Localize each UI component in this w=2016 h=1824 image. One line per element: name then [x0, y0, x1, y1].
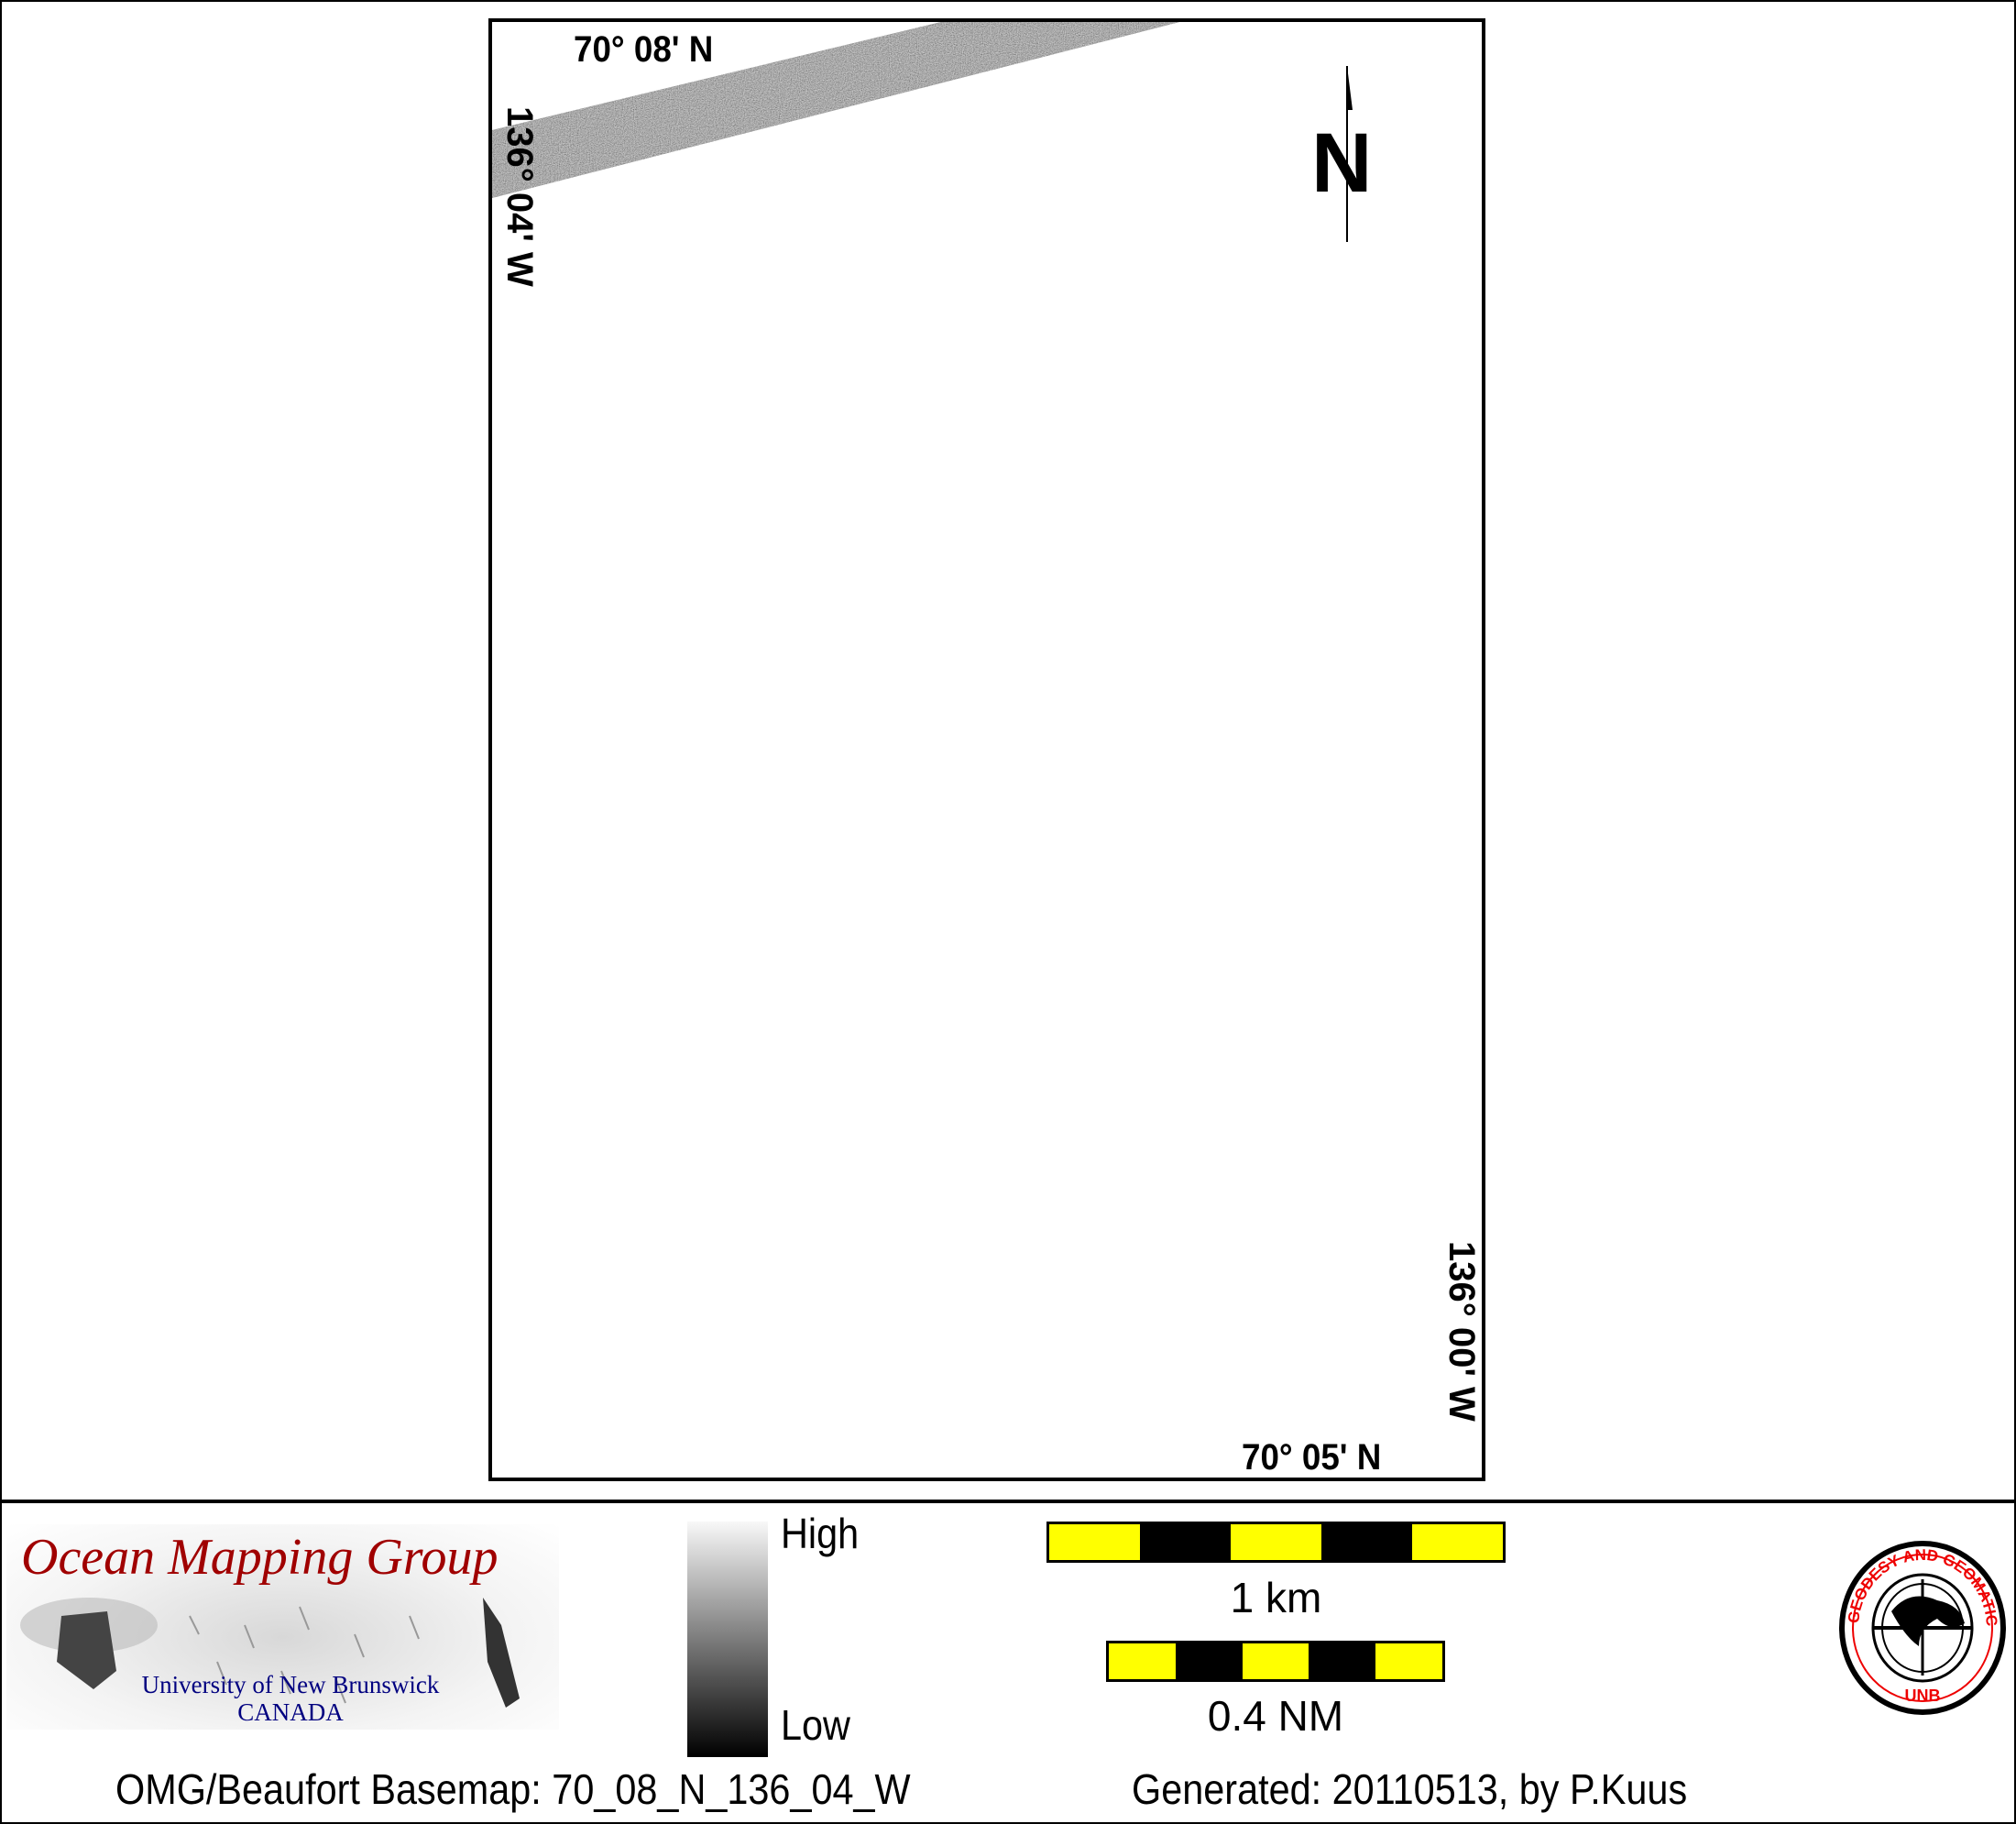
- scale-km-label: 1 km: [1230, 1574, 1322, 1621]
- omg-title: Ocean Mapping Group: [21, 1529, 499, 1586]
- lon-label-left: 136° 04' W: [499, 106, 540, 287]
- north-label: N: [1311, 116, 1373, 210]
- scale-bar-km: [1046, 1522, 1506, 1563]
- colorbar-low-label: Low: [781, 1701, 850, 1749]
- scale-nm-label: 0.4 NM: [1207, 1692, 1344, 1740]
- omg-logo-image: [20, 1598, 520, 1708]
- omg-university: University of New Brunswick CANADA: [6, 1671, 575, 1726]
- north-arrow: N: [1311, 66, 1385, 249]
- lat-label-bottom: 70° 05' N: [1242, 1437, 1382, 1478]
- unb-geodesy-logo: GEODESY AND GEOMATICS ENGINEERING UNB: [1830, 1524, 2009, 1718]
- north-arrow-icon: [1346, 66, 1353, 242]
- map-frame[interactable]: 70° 08' N 136° 04' W 136° 00' W 70° 05' …: [488, 18, 1485, 1481]
- scale-bar-nm: [1106, 1641, 1445, 1682]
- lat-label-top: 70° 08' N: [574, 29, 714, 70]
- colorbar-high-label: High: [781, 1510, 860, 1557]
- unb-bottom-text: UNB: [1905, 1687, 1941, 1705]
- intensity-colorbar: [687, 1522, 768, 1757]
- backscatter-swath: [492, 22, 1179, 198]
- basemap-name: OMG/Beaufort Basemap: 70_08_N_136_04_W: [115, 1765, 911, 1813]
- omg-logo: Ocean Mapping Group University of New Br…: [6, 1524, 559, 1730]
- legend-divider: [0, 1500, 2016, 1503]
- omg-country: CANADA: [237, 1698, 344, 1726]
- lon-label-right: 136° 00' W: [1441, 1241, 1482, 1422]
- generated-info: Generated: 20110513, by P.Kuus: [1132, 1765, 1688, 1813]
- omg-university-name: University of New Brunswick: [141, 1671, 440, 1698]
- globe-seal-icon: GEODESY AND GEOMATICS ENGINEERING UNB: [1830, 1524, 2006, 1715]
